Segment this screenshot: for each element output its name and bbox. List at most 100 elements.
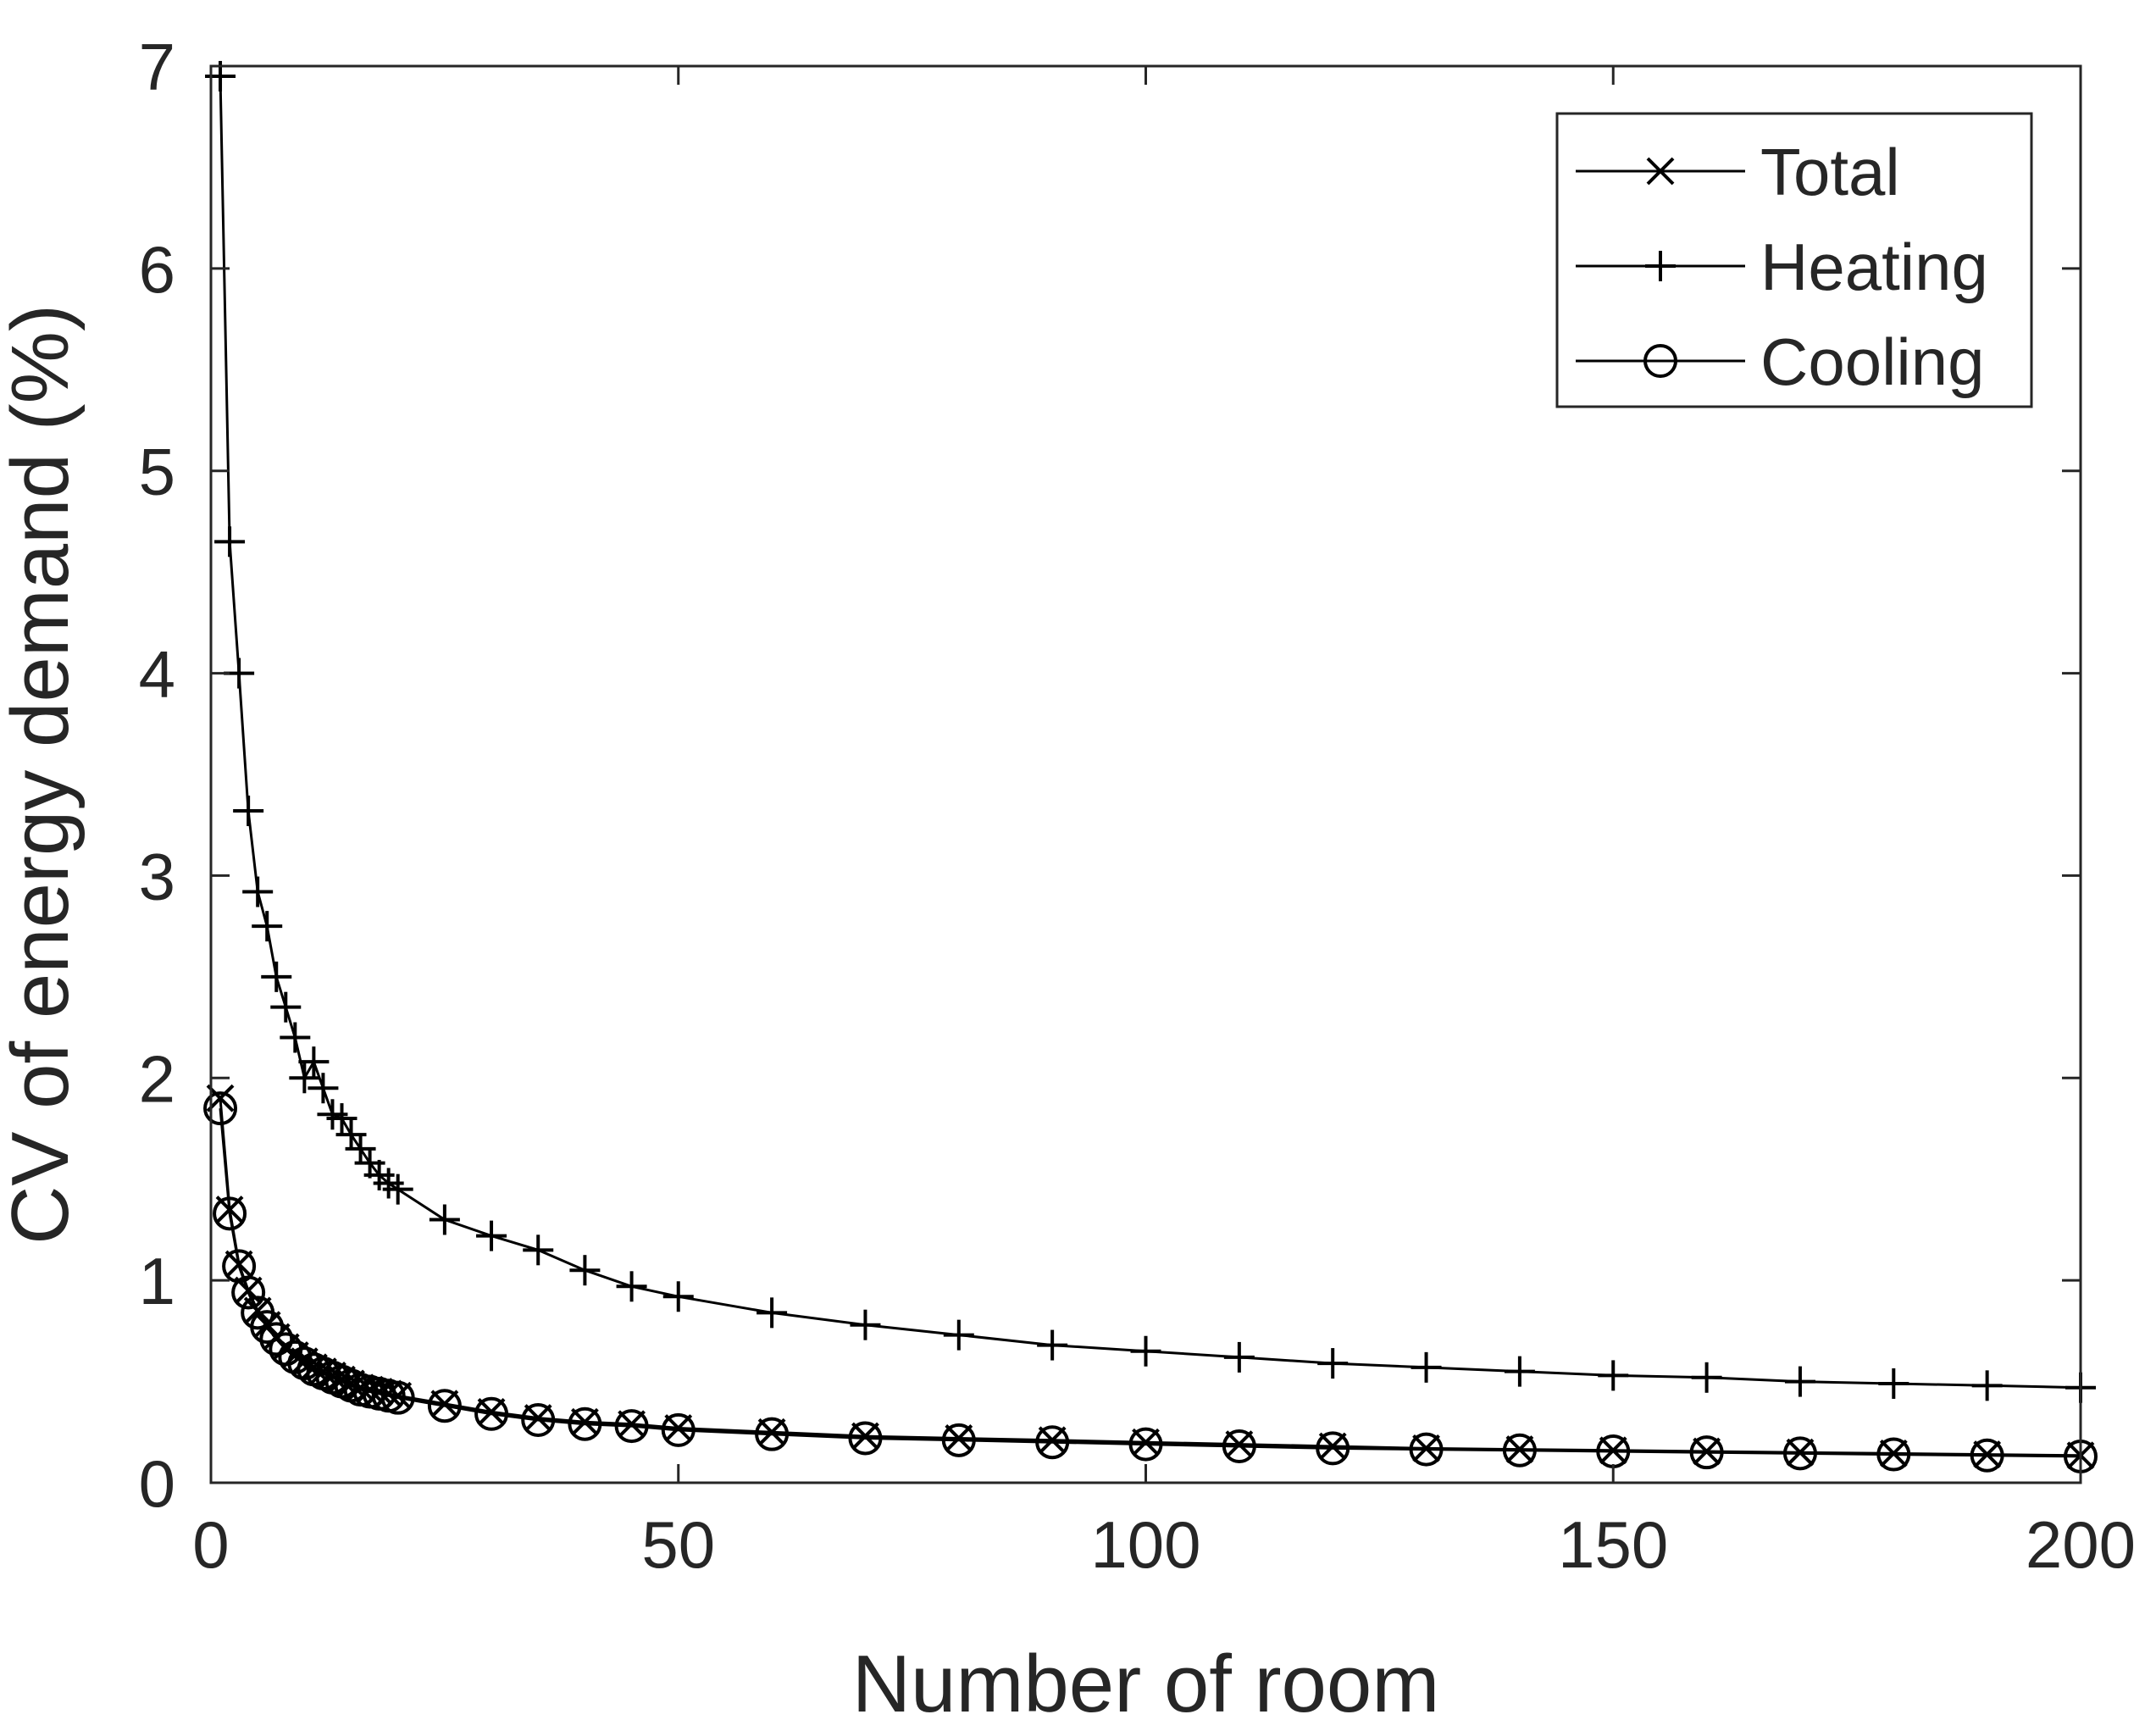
legend-marker-glyph: [1643, 344, 1677, 378]
legend-box: [1555, 112, 2033, 408]
x-tick-label: 150: [1558, 1507, 1668, 1582]
data-point-heating: [382, 1173, 413, 1205]
data-point-total: [851, 1422, 879, 1451]
series-layer: [203, 60, 2098, 1473]
data-point-cooling: [427, 1389, 462, 1423]
data-point-heating: [662, 1281, 694, 1312]
legend-marker-glyph: [1646, 157, 1675, 186]
data-point-total: [757, 1418, 786, 1446]
data-point-cooling: [1409, 1432, 1444, 1467]
data-point-cooling: [568, 1406, 602, 1441]
data-point-cooling: [1128, 1427, 1163, 1462]
x-tick-label: 200: [2026, 1507, 2136, 1582]
marker-stroke: [757, 1418, 786, 1446]
data-point-heating: [1223, 1341, 1255, 1373]
data-point-heating: [242, 876, 274, 907]
data-point-heating: [1598, 1360, 1629, 1391]
y-tick-label: 5: [139, 435, 175, 509]
data-point-total: [524, 1404, 552, 1432]
legend-entry-cooling[interactable]: Cooling: [1576, 325, 1985, 399]
x-tick-label: 50: [641, 1507, 715, 1582]
x-axis-title: Number of room: [852, 1639, 1440, 1729]
data-point-heating: [616, 1271, 647, 1302]
data-point-heating: [214, 526, 246, 558]
data-point-cooling: [661, 1412, 696, 1447]
data-point-total: [1038, 1426, 1067, 1455]
data-point-heating: [308, 1073, 339, 1104]
data-point-heating: [280, 1022, 311, 1053]
data-point-heating: [1037, 1329, 1068, 1361]
data-point-total: [430, 1390, 459, 1418]
data-point-total: [618, 1410, 646, 1439]
marker-stroke: [618, 1410, 646, 1439]
data-point-cooling: [1689, 1435, 1724, 1470]
y-tick-label: 0: [139, 1446, 175, 1521]
legend-entry-heating[interactable]: Heating: [1576, 230, 1988, 304]
data-point-heating: [326, 1103, 357, 1135]
y-tick-label: 1: [139, 1244, 175, 1318]
data-point-heating: [757, 1297, 788, 1329]
data-point-heating: [476, 1220, 507, 1251]
data-point-cooling: [941, 1423, 976, 1457]
data-point-heating: [569, 1255, 601, 1286]
data-point-heating: [289, 1062, 320, 1094]
y-tick-label: 2: [139, 1041, 175, 1116]
data-point-heating: [1317, 1348, 1349, 1379]
data-point-cooling: [755, 1417, 790, 1451]
axis-ticks: [209, 64, 2082, 1484]
data-point-cooling: [213, 1196, 247, 1231]
marker-stroke: [1132, 1428, 1160, 1456]
data-point-cooling: [287, 1346, 322, 1381]
legend-label-heating: Heating: [1760, 230, 1988, 304]
marker-stroke: [570, 1407, 599, 1436]
legend[interactable]: Total Heating Cooling: [1555, 112, 2033, 408]
data-point-cooling: [203, 1091, 238, 1126]
data-point-heating: [1504, 1356, 1535, 1387]
data-point-total: [1318, 1432, 1347, 1461]
data-point-total: [477, 1397, 506, 1426]
series-heating: [205, 60, 2096, 1403]
data-point-cooling: [1782, 1436, 1817, 1471]
data-point-cooling: [259, 1322, 294, 1357]
data-point-heating: [523, 1234, 554, 1266]
data-point-heating: [261, 961, 292, 992]
data-point-total: [1132, 1428, 1160, 1456]
data-point-cooling: [474, 1396, 509, 1431]
data-point-cooling: [1316, 1431, 1350, 1466]
legend-marker-total: [1646, 157, 1675, 186]
x-tick-label: 0: [192, 1507, 229, 1582]
data-point-cooling: [614, 1409, 649, 1444]
legend-entry-total[interactable]: Total: [1576, 135, 1900, 209]
marker-stroke: [664, 1414, 693, 1442]
data-point-cooling: [250, 1310, 285, 1345]
data-point-heating: [1971, 1370, 2003, 1401]
marker-stroke: [1318, 1432, 1347, 1461]
marker-stroke: [430, 1390, 459, 1418]
data-point-total: [945, 1424, 973, 1452]
y-tick-label: 4: [139, 637, 175, 712]
legend-marker-glyph: [1645, 251, 1676, 281]
y-axis-title: CV of energy demand (%): [0, 304, 86, 1245]
data-point-heating: [233, 795, 264, 826]
axis-tick-labels: 0 50 100 150 200 0 1 2 3 4 5 6 7: [139, 30, 2136, 1582]
data-point-heating: [1411, 1351, 1442, 1383]
data-point-cooling: [848, 1421, 883, 1456]
data-point-total: [570, 1407, 599, 1436]
data-point-heating: [298, 1046, 330, 1078]
marker-stroke: [851, 1422, 879, 1451]
data-point-heating: [429, 1204, 460, 1235]
legend-label-cooling: Cooling: [1760, 325, 1985, 399]
data-point-heating: [850, 1309, 881, 1340]
data-point-heating: [1691, 1362, 1722, 1393]
data-point-cooling: [380, 1380, 415, 1415]
data-point-cooling: [521, 1402, 556, 1437]
data-point-heating: [252, 911, 283, 942]
y-tick-label: 7: [139, 30, 175, 104]
y-tick-label: 6: [139, 232, 175, 307]
marker-stroke: [945, 1424, 973, 1452]
legend-marker-cooling: [1643, 344, 1677, 378]
data-point-cooling: [1035, 1425, 1070, 1460]
data-point-total: [664, 1414, 693, 1442]
data-point-cooling: [1222, 1429, 1256, 1464]
